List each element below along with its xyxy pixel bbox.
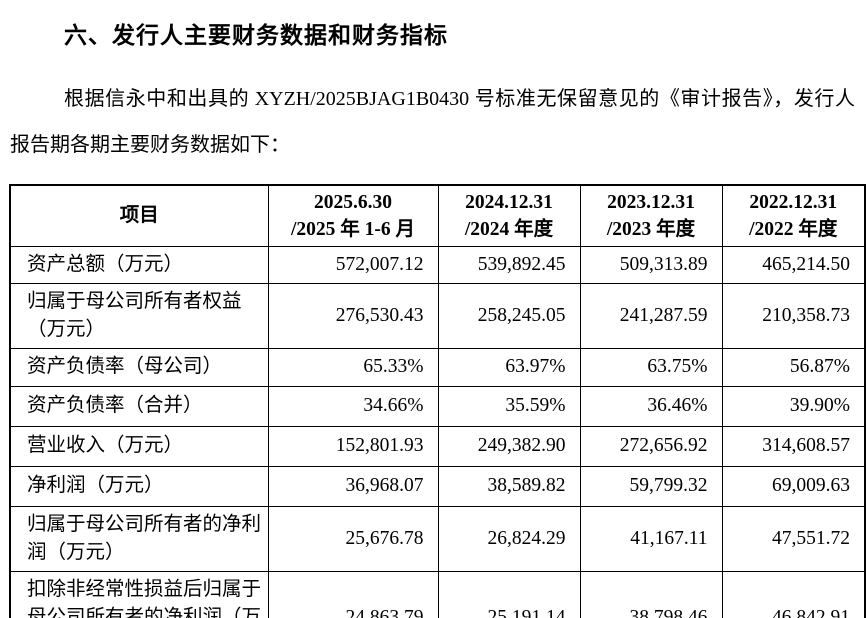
period-date: 2023.12.31 (607, 191, 695, 213)
cell-value: 24,863.79 (267, 570, 439, 618)
section-title: 六、发行人主要财务数据和财务指标 (64, 22, 448, 48)
period-date: 2024.12.31 (465, 191, 553, 213)
cell-value: 46,842.91 (721, 570, 866, 618)
period-range: /2022 年度 (749, 218, 838, 240)
cell-value: 25,676.78 (267, 505, 439, 572)
row-label: 营业收入（万元） (9, 425, 269, 467)
cell-value: 152,801.93 (267, 425, 439, 467)
cell-value: 36.46% (579, 385, 723, 427)
table-row-debt-ratio-consolidated: 资产负债率（合并） 34.66% 35.59% 36.46% 39.90% (9, 385, 866, 427)
table-row-total-assets: 资产总额（万元） 572,007.12 539,892.45 509,313.8… (9, 245, 866, 284)
cell-value: 36,968.07 (267, 465, 439, 507)
table-row-net-profit: 净利润（万元） 36,968.07 38,589.82 59,799.32 69… (9, 465, 866, 507)
period-range: /2025 年 1-6 月 (290, 218, 416, 240)
cell-value: 47,551.72 (721, 505, 866, 572)
table-row-debt-ratio-parent: 资产负债率（母公司） 65.33% 63.97% 63.75% 56.87% (9, 347, 866, 387)
cell-value: 38,798.46 (579, 570, 723, 618)
period-date: 2022.12.31 (749, 191, 838, 213)
cell-value: 41,167.11 (579, 505, 723, 572)
cell-value: 465,214.50 (721, 245, 866, 284)
row-label: 归属于母公司所有者权益（万元） (9, 282, 269, 349)
period-range: /2023 年度 (606, 218, 696, 240)
table-header-row: 项目 2025.6.30 /2025 年 1-6 月 2024.12.31 /2… (9, 184, 866, 247)
header-item-column: 项目 (9, 184, 269, 247)
cell-value: 314,608.57 (721, 425, 866, 467)
cell-value: 59,799.32 (579, 465, 723, 507)
cell-value: 39.90% (721, 385, 866, 427)
cell-value: 539,892.45 (437, 245, 581, 284)
cell-value: 276,530.43 (267, 282, 439, 349)
cell-value: 69,009.63 (721, 465, 866, 507)
period-range: /2024 年度 (464, 218, 554, 240)
cell-value: 63.97% (437, 347, 581, 387)
header-period-2025: 2025.6.30 /2025 年 1-6 月 (267, 184, 439, 247)
cell-value: 25,191.14 (437, 570, 581, 618)
row-label: 资产负债率（母公司） (9, 347, 269, 387)
row-label: 资产总额（万元） (9, 245, 269, 284)
cell-value: 56.87% (721, 347, 866, 387)
cell-value: 38,589.82 (437, 465, 581, 507)
row-label: 归属于母公司所有者的净利润（万元） (9, 505, 269, 572)
period-date: 2025.6.30 (314, 191, 392, 213)
header-period-2022: 2022.12.31 /2022 年度 (721, 184, 866, 247)
cell-value: 572,007.12 (267, 245, 439, 284)
row-label: 扣除非经常性损益后归属于母公司所有者的净利润（万元） (9, 570, 269, 618)
cell-value: 210,358.73 (721, 282, 866, 349)
cell-value: 35.59% (437, 385, 581, 427)
cell-value: 241,287.59 (579, 282, 723, 349)
table-row-operating-revenue: 营业收入（万元） 152,801.93 249,382.90 272,656.9… (9, 425, 866, 467)
table-row-deducted-net-profit: 扣除非经常性损益后归属于母公司所有者的净利润（万元） 24,863.79 25,… (9, 570, 866, 618)
header-period-2024: 2024.12.31 /2024 年度 (437, 184, 581, 247)
cell-value: 249,382.90 (437, 425, 581, 467)
financial-data-table: 项目 2025.6.30 /2025 年 1-6 月 2024.12.31 /2… (9, 184, 866, 618)
cell-value: 26,824.29 (437, 505, 581, 572)
table-row-parent-equity: 归属于母公司所有者权益（万元） 276,530.43 258,245.05 24… (9, 282, 866, 349)
table-row-parent-net-profit: 归属于母公司所有者的净利润（万元） 25,676.78 26,824.29 41… (9, 505, 866, 572)
intro-paragraph: 根据信永中和出具的 XYZH/2025BJAG1B0430 号标准无保留意见的《… (10, 88, 855, 156)
cell-value: 65.33% (267, 347, 439, 387)
row-label: 资产负债率（合并） (9, 385, 269, 427)
document-page: 六、发行人主要财务数据和财务指标 根据信永中和出具的 XYZH/2025BJAG… (0, 16, 867, 618)
cell-value: 509,313.89 (579, 245, 723, 284)
cell-value: 63.75% (579, 347, 723, 387)
header-period-2023: 2023.12.31 /2023 年度 (579, 184, 723, 247)
cell-value: 34.66% (267, 385, 439, 427)
cell-value: 258,245.05 (437, 282, 581, 349)
cell-value: 272,656.92 (579, 425, 723, 467)
row-label: 净利润（万元） (9, 465, 269, 507)
